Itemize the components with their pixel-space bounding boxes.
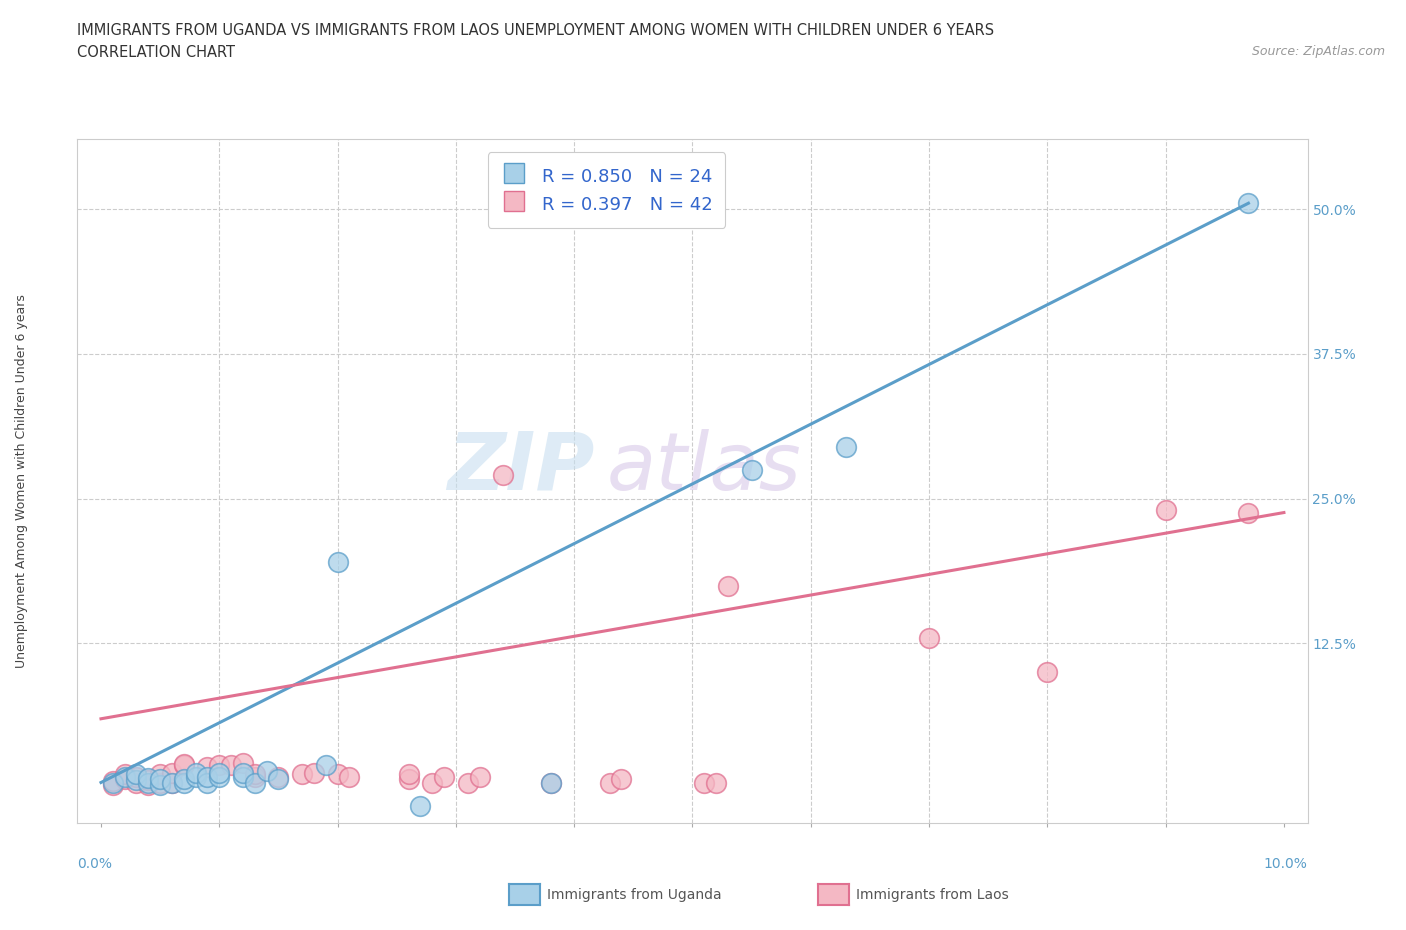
Legend: R = 0.850   N = 24, R = 0.397   N = 42: R = 0.850 N = 24, R = 0.397 N = 42 [488, 152, 725, 228]
Point [339, 769, 361, 784]
Text: Immigrants from Uganda: Immigrants from Uganda [547, 887, 721, 902]
Point [717, 578, 740, 593]
Point [433, 769, 456, 784]
Point [326, 767, 349, 782]
Point [114, 772, 136, 787]
Point [267, 772, 290, 787]
Point [136, 777, 159, 792]
Point [457, 775, 479, 790]
Point [136, 775, 159, 790]
Point [302, 765, 325, 780]
Point [1154, 503, 1177, 518]
Point [149, 775, 172, 790]
Point [918, 631, 941, 645]
Point [398, 767, 420, 782]
Point [1237, 505, 1260, 520]
Point [1237, 196, 1260, 211]
Text: Source: ZipAtlas.com: Source: ZipAtlas.com [1251, 45, 1385, 58]
Point [184, 765, 207, 780]
Text: atlas: atlas [606, 429, 801, 507]
Text: 10.0%: 10.0% [1264, 857, 1308, 871]
Point [208, 765, 231, 780]
Point [219, 758, 242, 773]
Point [160, 775, 183, 790]
Point [492, 468, 515, 483]
Text: 0.0%: 0.0% [77, 857, 112, 871]
Point [114, 767, 136, 782]
Point [409, 798, 432, 813]
Point [149, 767, 172, 782]
Point [610, 772, 633, 787]
Point [232, 765, 254, 780]
Point [693, 775, 716, 790]
Point [125, 773, 148, 788]
Point [101, 777, 124, 792]
Point [468, 769, 491, 784]
Point [208, 769, 231, 784]
Point [835, 439, 858, 454]
Point [315, 758, 337, 773]
Point [291, 767, 314, 782]
Point [173, 772, 195, 787]
Text: IMMIGRANTS FROM UGANDA VS IMMIGRANTS FROM LAOS UNEMPLOYMENT AMONG WOMEN WITH CHI: IMMIGRANTS FROM UGANDA VS IMMIGRANTS FRO… [77, 23, 994, 38]
Point [540, 775, 562, 790]
Point [243, 775, 266, 790]
Point [256, 764, 278, 778]
Point [184, 769, 207, 784]
Text: Unemployment Among Women with Children Under 6 years: Unemployment Among Women with Children U… [15, 294, 28, 669]
Point [232, 755, 254, 770]
Point [149, 777, 172, 792]
Point [326, 555, 349, 570]
Point [125, 769, 148, 784]
Point [599, 775, 621, 790]
Text: ZIP: ZIP [447, 429, 595, 507]
Text: CORRELATION CHART: CORRELATION CHART [77, 45, 235, 60]
Point [267, 769, 290, 784]
Point [243, 769, 266, 784]
Point [101, 775, 124, 790]
Text: Immigrants from Laos: Immigrants from Laos [856, 887, 1010, 902]
Point [197, 769, 219, 784]
Point [125, 767, 148, 782]
Point [540, 775, 562, 790]
Point [173, 775, 195, 790]
Point [420, 775, 443, 790]
Point [1036, 665, 1059, 680]
Point [136, 770, 159, 785]
Point [398, 772, 420, 787]
Point [173, 756, 195, 771]
Point [160, 765, 183, 780]
Point [149, 772, 172, 787]
Point [704, 775, 727, 790]
Point [114, 769, 136, 784]
Point [741, 462, 763, 477]
Point [125, 775, 148, 790]
Point [136, 773, 159, 788]
Point [160, 775, 183, 790]
Point [243, 767, 266, 782]
Point [208, 758, 231, 773]
Point [173, 758, 195, 773]
Point [197, 760, 219, 775]
Point [197, 775, 219, 790]
Point [101, 774, 124, 789]
Point [232, 769, 254, 784]
